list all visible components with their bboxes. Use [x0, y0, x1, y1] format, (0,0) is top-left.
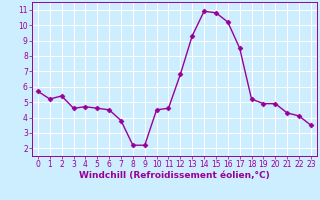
X-axis label: Windchill (Refroidissement éolien,°C): Windchill (Refroidissement éolien,°C)	[79, 171, 270, 180]
